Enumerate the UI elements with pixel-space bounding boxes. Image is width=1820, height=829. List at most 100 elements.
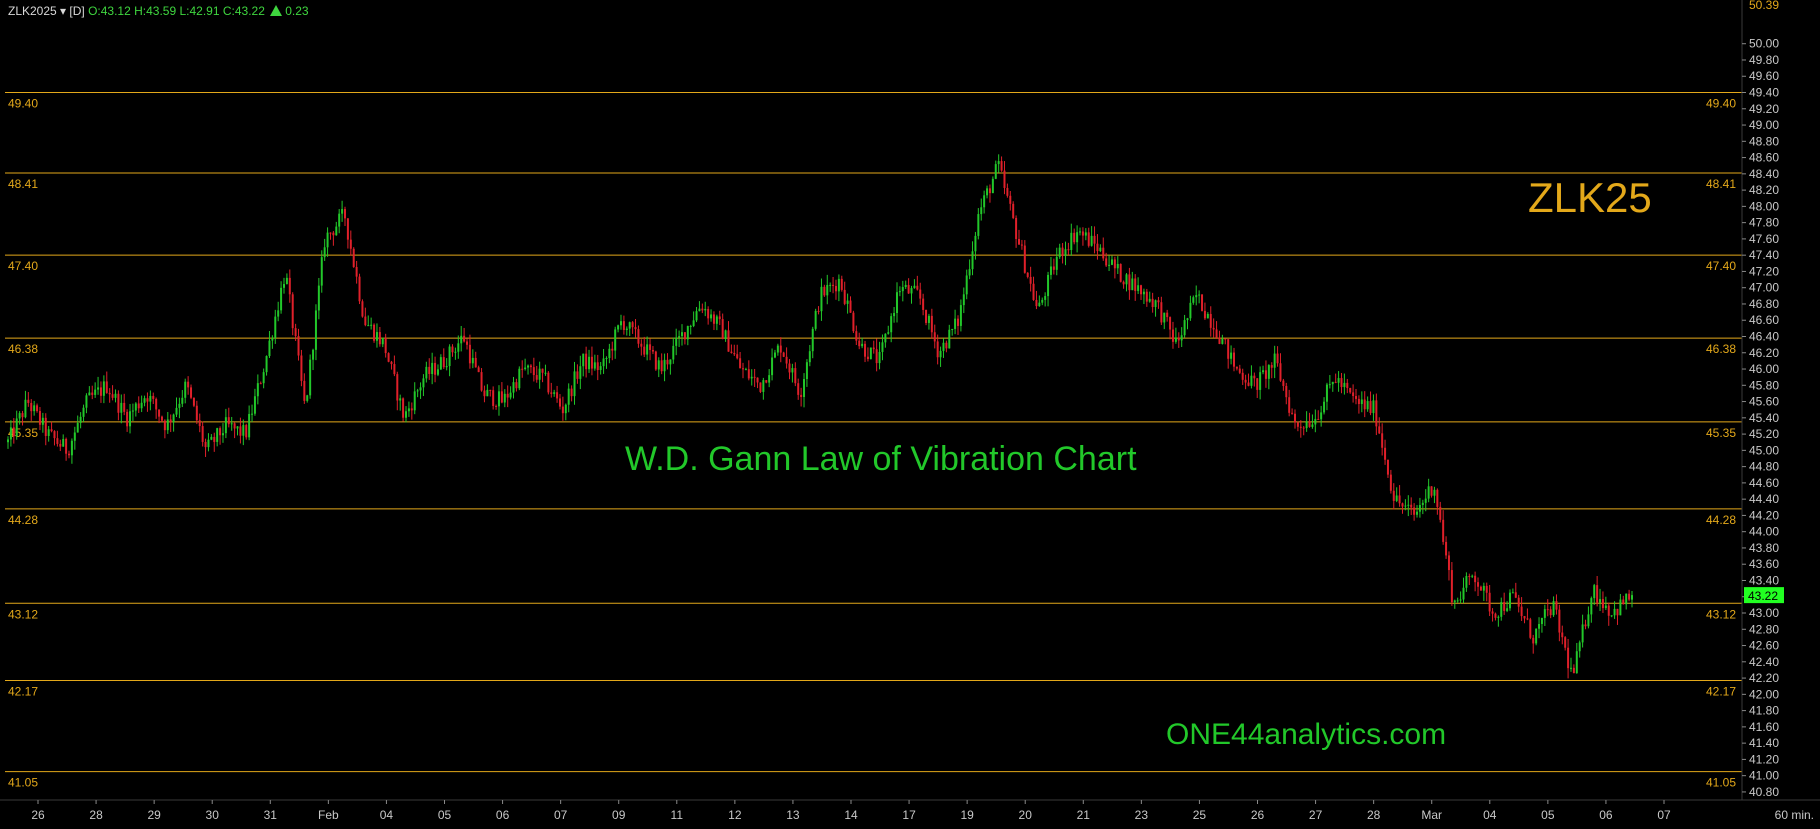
candle-body [297, 335, 300, 356]
candle-body [910, 288, 913, 294]
candle [518, 366, 521, 391]
candle-body [611, 348, 614, 351]
candle [431, 352, 434, 385]
candle-body [1081, 231, 1084, 236]
candle-body [1015, 217, 1018, 240]
candle [1508, 589, 1511, 611]
candle [858, 332, 861, 350]
candle [1468, 573, 1471, 585]
candle [416, 388, 419, 398]
candle-body [532, 367, 535, 376]
y-tick-label: 49.40 [1749, 86, 1779, 100]
candle-body [1264, 370, 1267, 379]
candle-body [625, 328, 628, 330]
candle [1250, 365, 1253, 389]
candle-body [1302, 427, 1305, 429]
candle-body [1317, 418, 1320, 420]
candle-body [1171, 329, 1174, 342]
candle [512, 376, 515, 399]
candle-body [381, 337, 384, 345]
candle-body [951, 328, 954, 330]
candle [765, 379, 768, 384]
candle [253, 388, 256, 416]
y-tick-label: 42.00 [1749, 687, 1779, 701]
candle-body [846, 300, 849, 304]
candle [483, 385, 486, 403]
candle [21, 410, 24, 426]
candle-body [794, 368, 797, 384]
y-tick-label: 42.40 [1749, 655, 1779, 669]
candle-body [274, 316, 277, 338]
candle [184, 378, 187, 404]
y-tick-label: 45.40 [1749, 411, 1779, 425]
candle-body [239, 426, 242, 436]
candle [617, 324, 620, 333]
candle-body [419, 387, 422, 391]
candle [1151, 292, 1154, 313]
y-tick-label: 46.00 [1749, 362, 1779, 376]
candle-body [320, 257, 323, 286]
candle [988, 184, 991, 203]
candle [887, 325, 890, 335]
candle-body [1596, 585, 1599, 603]
candle [102, 375, 105, 404]
candle-body [129, 411, 132, 427]
candle-body [500, 391, 503, 403]
candle-body [605, 358, 608, 360]
candle-body [1511, 592, 1514, 594]
candle-body [1096, 243, 1099, 252]
candle-body [466, 341, 469, 345]
candle [160, 415, 163, 422]
candle [1276, 346, 1279, 367]
candle-body [919, 289, 922, 299]
candle [622, 315, 625, 335]
candle-body [436, 369, 439, 375]
candle [1427, 478, 1430, 503]
candle-body [704, 308, 707, 311]
candle-body [1160, 302, 1163, 323]
x-tick-label: 05 [1541, 808, 1555, 822]
candle [285, 273, 288, 285]
candle [1604, 596, 1607, 611]
candle-body [930, 315, 933, 333]
symbol-selector[interactable]: ZLK2025 ▾ [D] [8, 4, 85, 18]
candle-body [619, 321, 622, 326]
candle [44, 413, 47, 446]
candle [219, 426, 222, 445]
candle [1116, 256, 1119, 275]
candle-body [640, 343, 643, 347]
candle-body [570, 388, 573, 397]
candle-body [689, 325, 692, 327]
candle [1253, 372, 1256, 387]
candle [1169, 316, 1172, 340]
x-tick-label: 13 [786, 808, 800, 822]
candle [832, 277, 835, 294]
candle [1006, 183, 1009, 198]
candle [1105, 252, 1108, 267]
candle-body [1279, 363, 1282, 381]
candle [733, 344, 736, 357]
candle-body [657, 360, 660, 370]
candle [419, 382, 422, 399]
candle-body [1503, 602, 1506, 611]
y-tick-label: 45.80 [1749, 378, 1779, 392]
candle-body [59, 443, 62, 447]
candle-body [1166, 312, 1169, 318]
candle-body [1296, 422, 1299, 427]
candle [474, 351, 477, 368]
y-tick-label: 48.40 [1749, 167, 1779, 181]
y-tick-label: 40.80 [1749, 785, 1779, 799]
candle-body [1113, 259, 1116, 269]
candle [1023, 240, 1026, 274]
candle-body [1433, 489, 1436, 496]
candle [948, 324, 951, 349]
candle-body [590, 356, 593, 369]
candle-body [1079, 231, 1082, 233]
candle-body [1421, 502, 1424, 505]
candle-body [1578, 642, 1581, 652]
candle-body [1477, 582, 1480, 587]
candle-body [483, 390, 486, 397]
